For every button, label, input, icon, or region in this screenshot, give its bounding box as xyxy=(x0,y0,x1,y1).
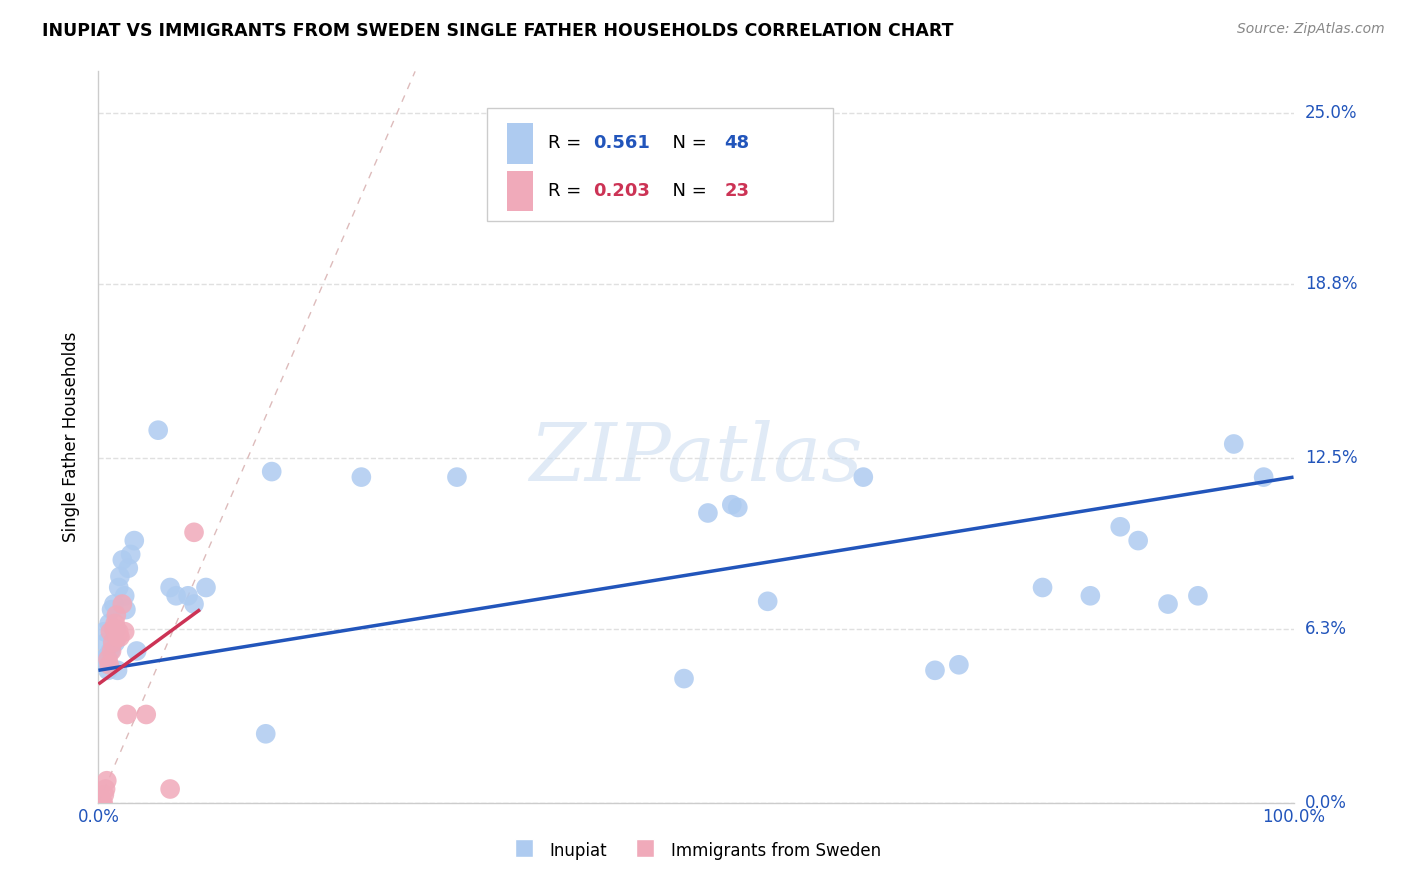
Point xyxy=(97,652,120,666)
Point xyxy=(673,672,696,686)
Point xyxy=(159,581,181,595)
Text: 48: 48 xyxy=(724,135,749,153)
Text: 18.8%: 18.8% xyxy=(1305,275,1357,293)
Point xyxy=(108,569,131,583)
Point xyxy=(107,581,129,595)
Point xyxy=(105,622,128,636)
Point xyxy=(104,616,127,631)
Text: 23: 23 xyxy=(724,182,749,200)
Text: INUPIAT VS IMMIGRANTS FROM SWEDEN SINGLE FATHER HOUSEHOLDS CORRELATION CHART: INUPIAT VS IMMIGRANTS FROM SWEDEN SINGLE… xyxy=(42,22,953,40)
Point xyxy=(93,624,115,639)
Point xyxy=(115,707,138,722)
Point xyxy=(1223,437,1246,451)
Point xyxy=(94,636,117,650)
Text: 0.561: 0.561 xyxy=(593,135,650,153)
Point xyxy=(98,616,121,631)
Point xyxy=(120,548,142,562)
Point xyxy=(135,707,157,722)
Point xyxy=(105,608,128,623)
Point xyxy=(98,644,122,658)
Point xyxy=(103,597,125,611)
Point xyxy=(117,561,139,575)
Point xyxy=(195,581,218,595)
Point xyxy=(115,602,138,616)
Point xyxy=(94,782,117,797)
Point xyxy=(756,594,779,608)
Point xyxy=(697,506,720,520)
Point xyxy=(1109,520,1132,534)
Y-axis label: Single Father Households: Single Father Households xyxy=(62,332,80,542)
FancyBboxPatch shape xyxy=(486,108,834,221)
Point xyxy=(90,790,112,805)
Text: 25.0%: 25.0% xyxy=(1305,103,1357,122)
Point xyxy=(165,589,187,603)
Point xyxy=(183,525,205,540)
Text: R =: R = xyxy=(548,182,586,200)
Point xyxy=(924,663,946,677)
Point xyxy=(107,663,129,677)
Text: 12.5%: 12.5% xyxy=(1305,449,1357,467)
Point xyxy=(100,644,122,658)
Point xyxy=(1032,581,1054,595)
Point xyxy=(101,636,124,650)
Text: N =: N = xyxy=(661,135,713,153)
Point xyxy=(111,597,134,611)
Point xyxy=(103,622,125,636)
Point xyxy=(124,533,146,548)
Point xyxy=(93,788,115,802)
Text: 6.3%: 6.3% xyxy=(1305,620,1347,638)
Point xyxy=(125,644,148,658)
Text: ZIPatlas: ZIPatlas xyxy=(529,420,863,498)
Point xyxy=(1080,589,1102,603)
Point xyxy=(91,652,114,666)
FancyBboxPatch shape xyxy=(508,171,533,211)
Point xyxy=(948,657,970,672)
Point xyxy=(97,663,120,677)
Point xyxy=(254,727,277,741)
Point xyxy=(446,470,468,484)
Point xyxy=(183,597,205,611)
Point xyxy=(104,636,127,650)
Point xyxy=(96,649,118,664)
Point xyxy=(100,602,122,616)
Point xyxy=(108,630,131,644)
Text: 0.203: 0.203 xyxy=(593,182,650,200)
Point xyxy=(727,500,749,515)
Point xyxy=(852,470,875,484)
Text: R =: R = xyxy=(548,135,586,153)
Text: 0.0%: 0.0% xyxy=(1305,794,1347,812)
Point xyxy=(260,465,283,479)
Point xyxy=(91,796,114,810)
Point xyxy=(114,624,136,639)
Point xyxy=(98,657,121,672)
Text: Source: ZipAtlas.com: Source: ZipAtlas.com xyxy=(1237,22,1385,37)
Point xyxy=(159,782,181,797)
Point xyxy=(1128,533,1150,548)
Point xyxy=(96,773,118,788)
Point xyxy=(721,498,744,512)
Point xyxy=(177,589,200,603)
Point xyxy=(114,589,136,603)
Point xyxy=(98,624,122,639)
Point xyxy=(111,553,134,567)
Point xyxy=(350,470,373,484)
Point xyxy=(1187,589,1209,603)
FancyBboxPatch shape xyxy=(508,123,533,163)
Point xyxy=(1253,470,1275,484)
Point xyxy=(101,636,124,650)
Point xyxy=(1157,597,1180,611)
Text: N =: N = xyxy=(661,182,713,200)
Legend: Inupiat, Immigrants from Sweden: Inupiat, Immigrants from Sweden xyxy=(505,834,887,868)
Point xyxy=(148,423,170,437)
Point xyxy=(107,624,129,639)
Point xyxy=(91,796,114,810)
Point xyxy=(107,630,129,644)
